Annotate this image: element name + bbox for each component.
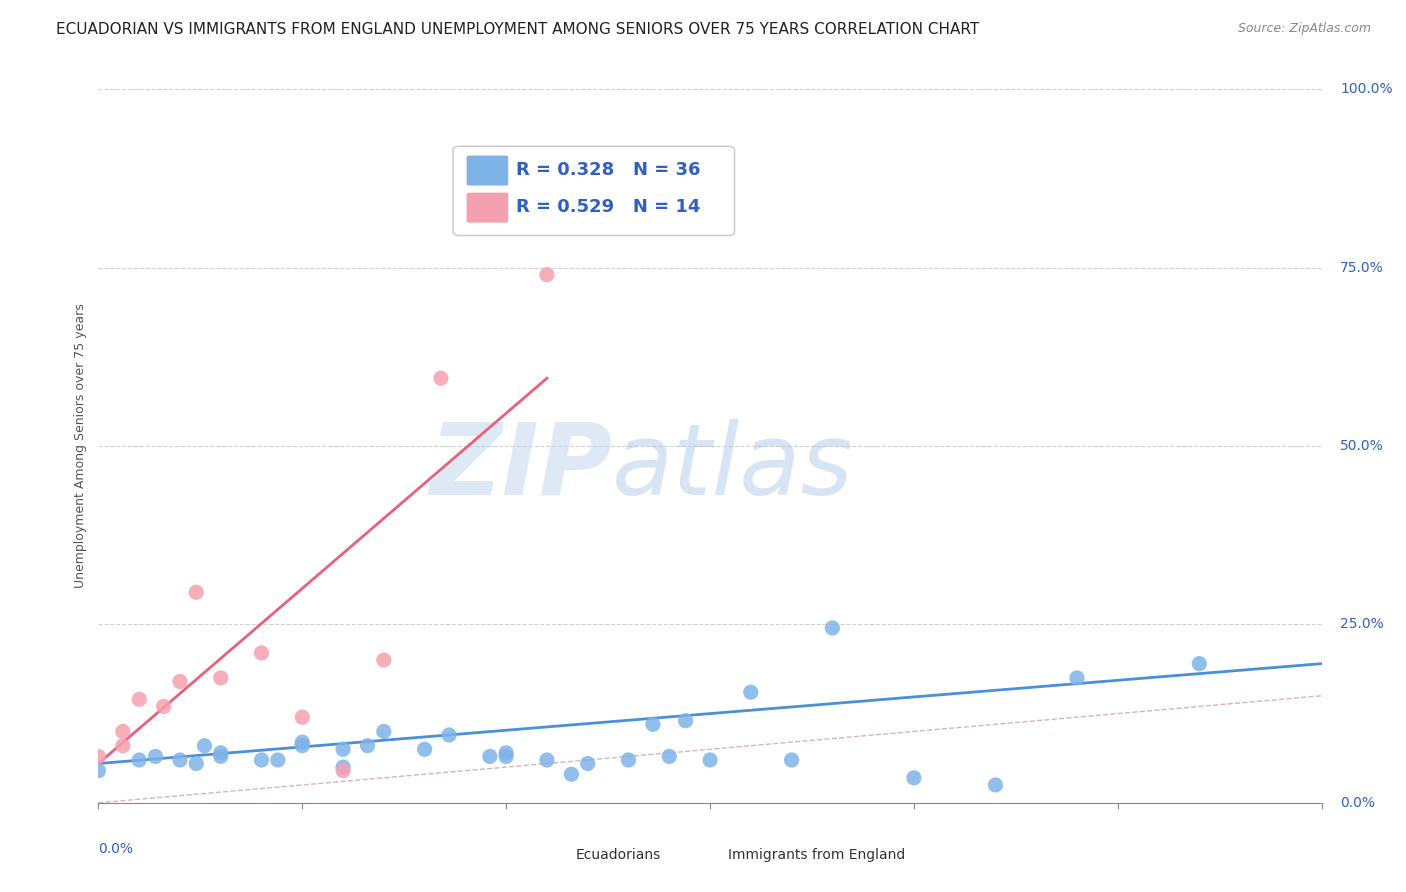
Text: 100.0%: 100.0% <box>1340 82 1392 96</box>
Point <box>291 735 314 749</box>
Text: Immigrants from England: Immigrants from England <box>728 848 905 862</box>
Point <box>536 268 558 282</box>
Point <box>267 753 290 767</box>
Point <box>495 746 517 760</box>
Point <box>145 749 167 764</box>
Point <box>152 699 174 714</box>
Point <box>332 764 354 778</box>
Point <box>495 749 517 764</box>
Point <box>821 621 844 635</box>
Text: Source: ZipAtlas.com: Source: ZipAtlas.com <box>1237 22 1371 36</box>
Point <box>658 749 681 764</box>
Point <box>675 714 697 728</box>
Point <box>740 685 762 699</box>
Point <box>984 778 1007 792</box>
Point <box>291 739 314 753</box>
Point <box>641 717 664 731</box>
Text: ZIP: ZIP <box>429 419 612 516</box>
Point <box>560 767 582 781</box>
Point <box>111 739 134 753</box>
Text: 50.0%: 50.0% <box>1340 439 1384 453</box>
Point <box>576 756 599 771</box>
FancyBboxPatch shape <box>536 844 568 866</box>
Point <box>193 739 215 753</box>
Text: 0.0%: 0.0% <box>1340 796 1375 810</box>
Point <box>617 753 640 767</box>
FancyBboxPatch shape <box>467 155 508 186</box>
Point <box>209 749 232 764</box>
Point <box>903 771 925 785</box>
Point <box>373 653 395 667</box>
Point <box>780 753 803 767</box>
FancyBboxPatch shape <box>689 844 721 866</box>
Point <box>186 585 208 599</box>
Text: ECUADORIAN VS IMMIGRANTS FROM ENGLAND UNEMPLOYMENT AMONG SENIORS OVER 75 YEARS C: ECUADORIAN VS IMMIGRANTS FROM ENGLAND UN… <box>56 22 980 37</box>
Point <box>250 753 273 767</box>
Point <box>186 756 208 771</box>
FancyBboxPatch shape <box>453 146 734 235</box>
Text: 0.0%: 0.0% <box>98 842 134 856</box>
Point <box>1066 671 1088 685</box>
Point <box>478 749 501 764</box>
Text: R = 0.328   N = 36: R = 0.328 N = 36 <box>516 161 700 178</box>
Point <box>169 674 191 689</box>
Text: Ecuadorians: Ecuadorians <box>575 848 661 862</box>
Text: R = 0.529   N = 14: R = 0.529 N = 14 <box>516 198 700 216</box>
Point <box>250 646 273 660</box>
Point <box>536 753 558 767</box>
Point <box>169 753 191 767</box>
Point <box>437 728 460 742</box>
Text: 75.0%: 75.0% <box>1340 260 1384 275</box>
Y-axis label: Unemployment Among Seniors over 75 years: Unemployment Among Seniors over 75 years <box>75 303 87 589</box>
Point <box>373 724 395 739</box>
Point <box>356 739 378 753</box>
Point <box>430 371 453 385</box>
Point <box>291 710 314 724</box>
Point <box>332 742 354 756</box>
Point <box>87 749 110 764</box>
Point <box>87 764 110 778</box>
Point <box>111 724 134 739</box>
Point <box>332 760 354 774</box>
Text: atlas: atlas <box>612 419 853 516</box>
Point <box>209 746 232 760</box>
FancyBboxPatch shape <box>467 193 508 223</box>
Point <box>128 692 150 706</box>
Point <box>128 753 150 767</box>
Point <box>1188 657 1211 671</box>
Point <box>209 671 232 685</box>
Text: 25.0%: 25.0% <box>1340 617 1384 632</box>
Point <box>413 742 436 756</box>
Point <box>699 753 721 767</box>
